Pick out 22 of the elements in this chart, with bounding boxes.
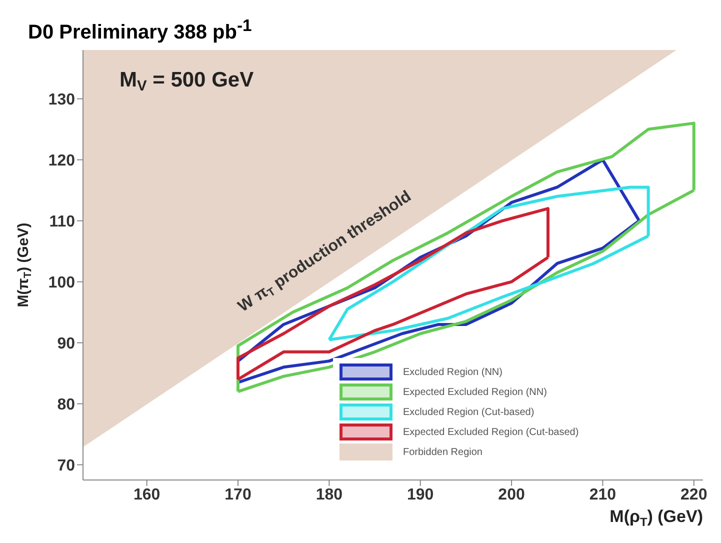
x-tick-label: 220 [680,486,708,504]
legend-label: Expected Excluded Region (NN) [403,386,547,398]
x-tick-label: 170 [224,486,252,504]
x-tick-label: 210 [589,486,616,504]
y-tick-label: 100 [48,274,76,292]
x-tick-label: 160 [133,486,160,504]
annotation: M$_{V}$ = 500 GeV [119,68,254,95]
x-tick-label: 190 [407,486,434,504]
y-tick-label: 70 [57,457,76,474]
y-tick-label: 110 [49,213,76,230]
y-tick-label: 120 [48,152,76,170]
x-tick-label: 180 [316,486,343,504]
chart-title: D0 Preliminary 388 pb$^{-1}$ [27,15,253,44]
y-tick-label: 130 [48,91,76,108]
legend-label: Excluded Region (NN) [403,366,502,378]
y-tick-label: 90 [57,335,76,352]
legend-label: Forbidden Region [403,446,482,458]
legend-label: Expected Excluded Region (Cut-based) [403,426,579,438]
legend-label: Excluded Region (Cut-based) [403,406,534,418]
x-axis-title: M(ρ$_{T}$) (GeV) [610,507,703,529]
x-tick-label: 200 [498,486,525,504]
y-tick-label: 80 [57,396,76,414]
